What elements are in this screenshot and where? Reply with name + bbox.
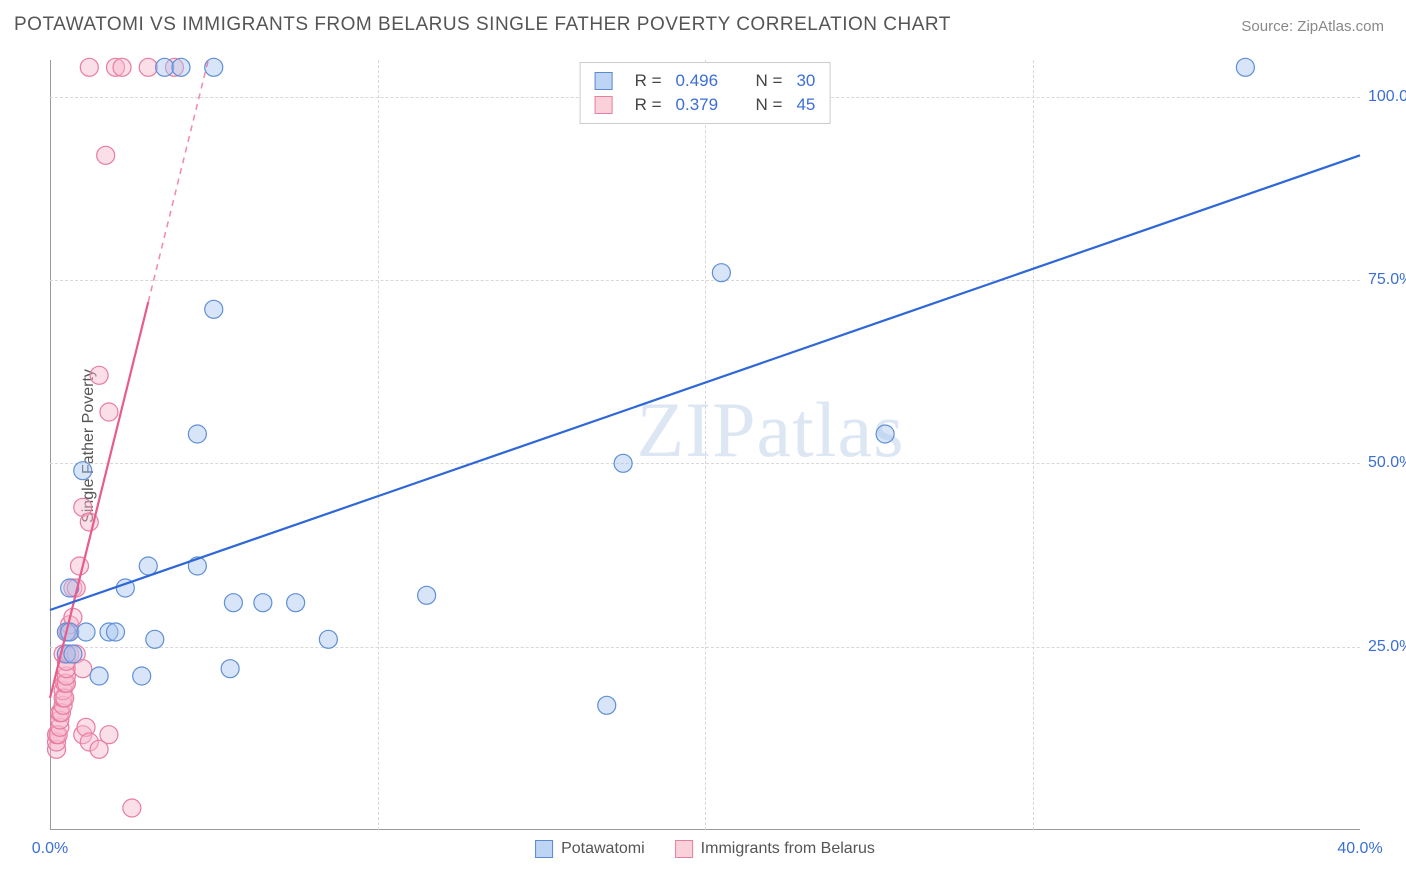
source-label: Source: <box>1241 18 1293 35</box>
chart-container: POTAWATOMI VS IMMIGRANTS FROM BELARUS SI… <box>0 0 1406 892</box>
data-point <box>876 425 894 443</box>
y-tick-label: 75.0% <box>1368 271 1406 289</box>
n-label: N = <box>756 95 783 115</box>
data-point <box>139 58 157 76</box>
legend-swatch <box>535 840 553 858</box>
y-tick-label: 25.0% <box>1368 638 1406 656</box>
y-tick-label: 50.0% <box>1368 454 1406 472</box>
data-point <box>100 726 118 744</box>
legend-item: Immigrants from Belarus <box>675 840 875 858</box>
data-point <box>156 58 174 76</box>
plot-area: 25.0%50.0%75.0%100.0%0.0%40.0% ZIPatlas … <box>50 60 1360 830</box>
data-point <box>224 594 242 612</box>
data-point <box>139 557 157 575</box>
series-legend: Potawatomi Immigrants from Belarus <box>535 840 875 858</box>
legend-item: Potawatomi <box>535 840 645 858</box>
r-value: 0.379 <box>676 95 732 115</box>
data-point <box>123 799 141 817</box>
trend-line <box>50 302 148 698</box>
n-value: 45 <box>796 95 815 115</box>
legend-swatch <box>675 840 693 858</box>
correlation-legend-row: R = 0.496 N = 30 <box>595 69 816 93</box>
data-point <box>100 403 118 421</box>
data-point <box>146 630 164 648</box>
data-point <box>64 645 82 663</box>
data-point <box>254 594 272 612</box>
data-point <box>205 58 223 76</box>
chart-title: POTAWATOMI VS IMMIGRANTS FROM BELARUS SI… <box>14 14 951 36</box>
data-point <box>77 623 95 641</box>
r-label: R = <box>635 71 662 91</box>
source-attribution: Source: ZipAtlas.com <box>1241 18 1384 35</box>
scatter-svg <box>50 60 1360 830</box>
legend-label: Potawatomi <box>561 840 645 858</box>
data-point <box>712 264 730 282</box>
data-point <box>90 667 108 685</box>
data-point <box>107 623 125 641</box>
data-point <box>319 630 337 648</box>
data-point <box>90 366 108 384</box>
n-label: N = <box>756 71 783 91</box>
data-point <box>97 146 115 164</box>
data-point <box>418 586 436 604</box>
data-point <box>221 660 239 678</box>
x-tick-label: 40.0% <box>1337 840 1382 858</box>
legend-label: Immigrants from Belarus <box>701 840 875 858</box>
data-point <box>70 557 88 575</box>
r-value: 0.496 <box>676 71 732 91</box>
source-value: ZipAtlas.com <box>1297 18 1384 35</box>
data-point <box>614 454 632 472</box>
data-point <box>188 425 206 443</box>
data-point <box>1236 58 1254 76</box>
data-point <box>287 594 305 612</box>
legend-swatch <box>595 96 613 114</box>
legend-swatch <box>595 72 613 90</box>
data-point <box>133 667 151 685</box>
data-point <box>205 300 223 318</box>
data-point <box>172 58 190 76</box>
data-point <box>74 462 92 480</box>
trend-line-extrapolated <box>148 60 208 302</box>
data-point <box>598 696 616 714</box>
correlation-legend: R = 0.496 N = 30 R = 0.379 N = 45 <box>580 62 831 124</box>
y-tick-label: 100.0% <box>1368 88 1406 106</box>
n-value: 30 <box>796 71 815 91</box>
trend-line <box>50 155 1360 610</box>
r-label: R = <box>635 95 662 115</box>
x-tick-label: 0.0% <box>32 840 68 858</box>
data-point <box>61 623 79 641</box>
data-point <box>113 58 131 76</box>
data-point <box>80 58 98 76</box>
correlation-legend-row: R = 0.379 N = 45 <box>595 93 816 117</box>
